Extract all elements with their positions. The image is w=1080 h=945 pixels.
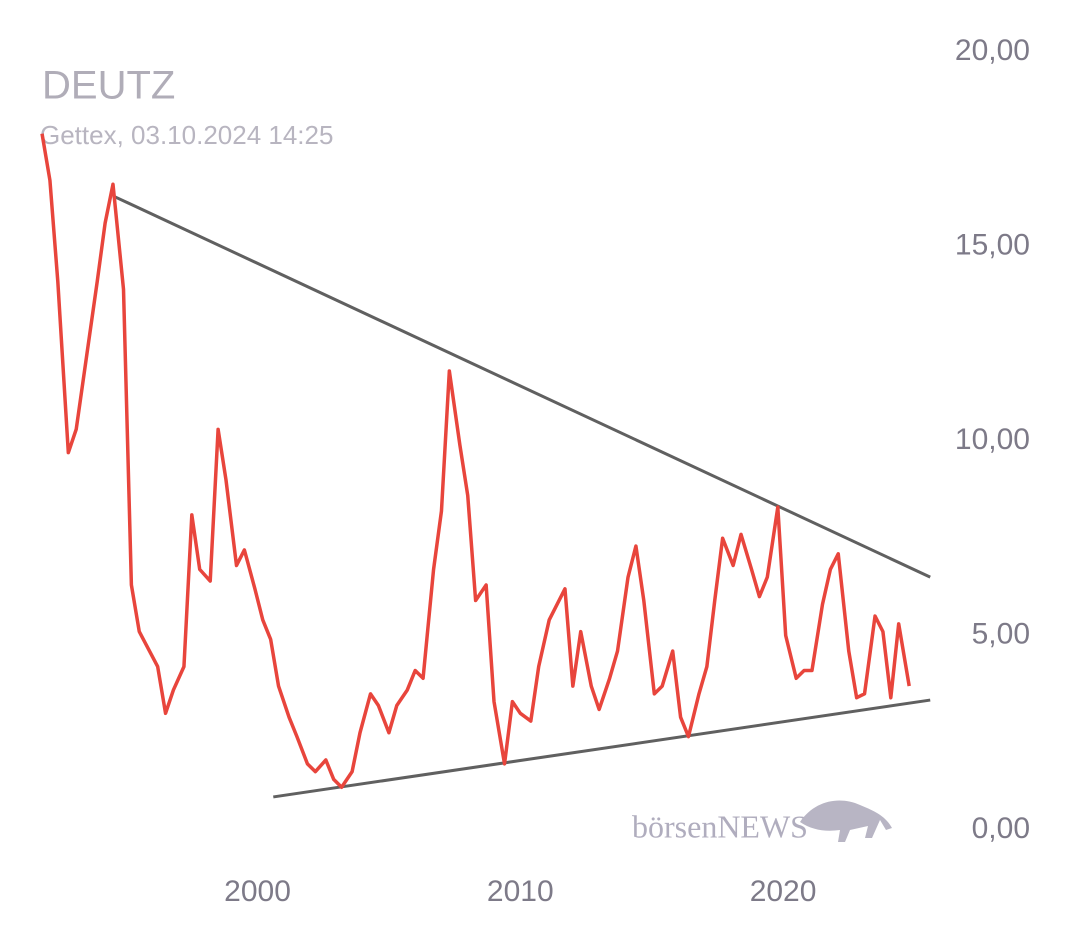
y-tick-label: 0,00: [972, 812, 1030, 845]
chart-title: DEUTZ: [42, 64, 175, 108]
x-tick-label: 2000: [224, 875, 291, 908]
watermark-icon: [800, 800, 892, 842]
y-tick-label: 10,00: [955, 423, 1030, 456]
trend-line: [273, 698, 931, 799]
watermark: börsenNEWS: [632, 808, 808, 844]
y-tick-label: 20,00: [955, 34, 1030, 67]
trend-line: [112, 194, 931, 579]
chart-subtitle: Gettex, 03.10.2024 14:25: [40, 120, 333, 150]
price-line: [40, 133, 911, 789]
y-tick-label: 15,00: [955, 228, 1030, 261]
y-tick-label: 5,00: [972, 617, 1030, 650]
x-tick-label: 2020: [750, 875, 817, 908]
x-tick-label: 2010: [487, 875, 554, 908]
